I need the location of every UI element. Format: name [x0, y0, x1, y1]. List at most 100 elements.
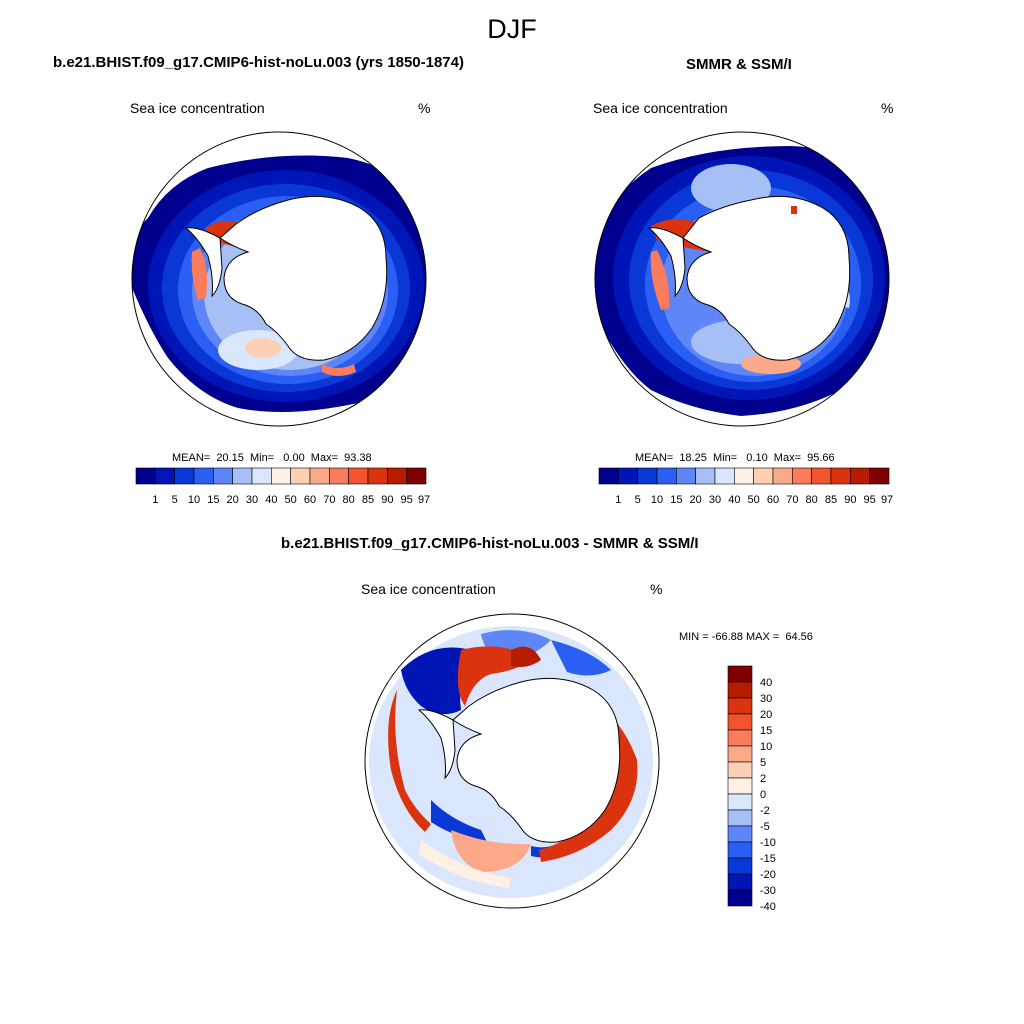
panel2-colorbar-tick-label: 80 [806, 494, 818, 506]
panel3-variable-label: Sea ice concentration [361, 581, 496, 597]
panel3-antarctica [452, 677, 621, 843]
panel3-units-label: % [650, 581, 663, 597]
panel2-variable-label: Sea ice concentration [593, 100, 728, 116]
panel2-colorbar-tick-label: 10 [651, 494, 663, 506]
panel2-colorbar-box [714, 467, 735, 485]
panel3-map [364, 613, 660, 909]
panel2-colorbar-tick-label: 70 [786, 494, 798, 506]
panel1-colorbar-tick-label: 70 [323, 494, 335, 506]
panel2-colorbar-tick-label: 60 [767, 494, 779, 506]
panel3-colorbar-tick-label: -15 [760, 853, 776, 865]
panel1-colorbar-box [232, 467, 253, 485]
panel3-colorbar-tick-label: 15 [760, 725, 772, 737]
panel3-colorbar-box [727, 841, 753, 859]
panel2-colorbar-tick-label: 50 [748, 494, 760, 506]
panel2-colorbar-labels: 1 5 10 15 20 30 40 50 60 70 80 85 90 95 97 [615, 494, 893, 506]
panel1-colorbar-tick-label: 85 [362, 494, 374, 506]
panel1-map [131, 131, 427, 427]
panel3-colorbar-box [727, 729, 753, 747]
panel1-colorbar-tick-label: 90 [381, 494, 393, 506]
panel2-colorbar-box [830, 467, 851, 485]
panel3-colorbar-tick-label: -20 [760, 869, 776, 881]
panel1-colorbar-box [155, 467, 175, 485]
panel2-colorbar-box [695, 467, 716, 485]
panel3-colorbar-box [727, 873, 753, 891]
panel1-colorbar-box [290, 467, 311, 485]
panel3-colorbar-box [727, 793, 753, 811]
panel3-colorbar-tick-label: 40 [760, 677, 772, 689]
panel2-colorbar-boxes [598, 467, 890, 485]
panel2-colorbar-box [811, 467, 832, 485]
panel3-colorbar-box [727, 809, 753, 827]
panel1-colorbar-tick-label: 10 [188, 494, 200, 506]
panel3-colorbar-box [727, 713, 753, 731]
panel3-colorbar-tick-label: 30 [760, 693, 772, 705]
panel2-colorbar-tick-label: 1 [615, 494, 621, 506]
panel2-colorbar-box [598, 467, 619, 485]
panel2-colorbar-tick-label: 20 [690, 494, 702, 506]
panel1-variable-label: Sea ice concentration [130, 100, 265, 116]
panel2-colorbar-box [772, 467, 793, 485]
panel3-title: b.e21.BHIST.f09_g17.CMIP6-hist-noLu.003 … [281, 535, 699, 552]
panel1-colorbar-tick-label: 5 [172, 494, 178, 506]
panel1-colorbar-tick-label: 40 [265, 494, 277, 506]
panel2-antarctica [682, 195, 851, 361]
panel3-colorbar-box [727, 681, 753, 699]
panel1-colorbar-box [367, 467, 388, 485]
panel3-colorbar-boxes [727, 665, 753, 907]
panel1-colorbar-tick-label: 1 [152, 494, 158, 506]
panel3-colorbar-box [727, 697, 753, 715]
panel2-colorbar-box [676, 467, 696, 485]
panel2-colorbar-tick-label: 40 [728, 494, 740, 506]
panel3-colorbar-box [727, 889, 753, 907]
panel3-colorbar-box [727, 857, 753, 875]
panel1-colorbar-box [271, 467, 291, 485]
panel1-colorbar-tick-label: 80 [343, 494, 355, 506]
panel2-title: SMMR & SSM/I [686, 56, 792, 73]
figure-season-title: DJF [487, 14, 537, 44]
panel2-colorbar: 1 5 10 15 20 30 40 50 60 70 80 85 90 95 97 [598, 467, 893, 506]
panel2-colorbar-box [869, 467, 890, 485]
panel3-colorbar-tick-label: 2 [760, 773, 766, 785]
panel1-colorbar-boxes [135, 467, 427, 485]
panel3-stats: MIN = -66.88 MAX = 64.56 [679, 631, 813, 643]
panel3-colorbar-tick-label: -2 [760, 805, 770, 817]
panel1-colorbar-box [387, 467, 407, 485]
panel1-colorbar-tick-label: 15 [207, 494, 219, 506]
panel1-colorbar-box [251, 467, 272, 485]
panel2-colorbar-tick-label: 97 [881, 494, 893, 506]
panel3-colorbar-tick-label: -5 [760, 821, 770, 833]
panel2-ice-field [595, 132, 889, 426]
panel3-colorbar-box [727, 761, 753, 779]
panel1-colorbar-tick-label: 50 [285, 494, 297, 506]
panel2-colorbar-tick-label: 85 [825, 494, 837, 506]
panel1-colorbar-box [329, 467, 349, 485]
panel1-colorbar-box [135, 467, 156, 485]
panel2-colorbar-box [753, 467, 774, 485]
panel3-colorbar-tick-label: 10 [760, 741, 772, 753]
panel3-colorbar-box [727, 665, 753, 683]
panel1-colorbar-box [406, 467, 427, 485]
panel2-colorbar-box [656, 467, 677, 485]
panel3-colorbar-box [727, 825, 753, 843]
panel1-colorbar-box [213, 467, 233, 485]
panel1-colorbar-box [174, 467, 195, 485]
panel2-map-border [594, 131, 890, 427]
panel1-map-border [131, 131, 427, 427]
panel1-colorbar-tick-label: 60 [304, 494, 316, 506]
panel3-map-border [364, 613, 660, 909]
panel1-colorbar-tick-label: 20 [227, 494, 239, 506]
panel3-colorbar-box [727, 745, 753, 763]
panel2-map [594, 131, 890, 427]
panel2-stats: MEAN= 18.25 Min= 0.10 Max= 95.66 [635, 452, 835, 464]
panel2-colorbar-tick-label: 30 [709, 494, 721, 506]
panel1-colorbar-tick-label: 95 [401, 494, 413, 506]
panel3-colorbar-tick-label: -10 [760, 837, 776, 849]
panel2-colorbar-tick-label: 15 [670, 494, 682, 506]
panel3-colorbar-tick-label: 0 [760, 789, 766, 801]
panel2-colorbar-box [850, 467, 870, 485]
panel2-colorbar-tick-label: 90 [844, 494, 856, 506]
panel2-units-label: % [881, 100, 894, 116]
